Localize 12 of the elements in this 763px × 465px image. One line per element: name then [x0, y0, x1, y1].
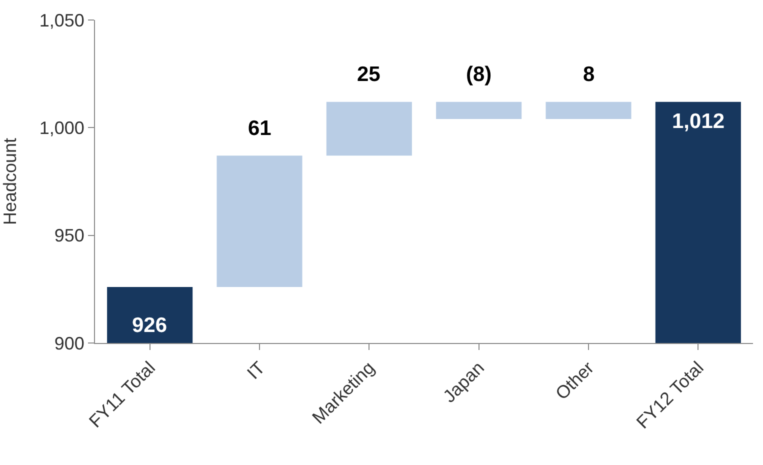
data-label: (8) — [466, 63, 492, 86]
data-label: 1,012 — [672, 110, 725, 133]
y-tick-label: 1,000 — [39, 118, 84, 138]
data-label: 25 — [357, 63, 381, 86]
data-label: 8 — [583, 63, 595, 86]
y-tick-label: 900 — [54, 333, 84, 354]
y-tick-label: 950 — [54, 226, 84, 246]
y-axis-title: Headcount — [0, 138, 20, 226]
data-label: 926 — [132, 314, 168, 337]
data-label: 61 — [248, 117, 272, 140]
x-tick-label: IT — [243, 358, 269, 384]
y-tick-label: 1,050 — [39, 10, 84, 30]
